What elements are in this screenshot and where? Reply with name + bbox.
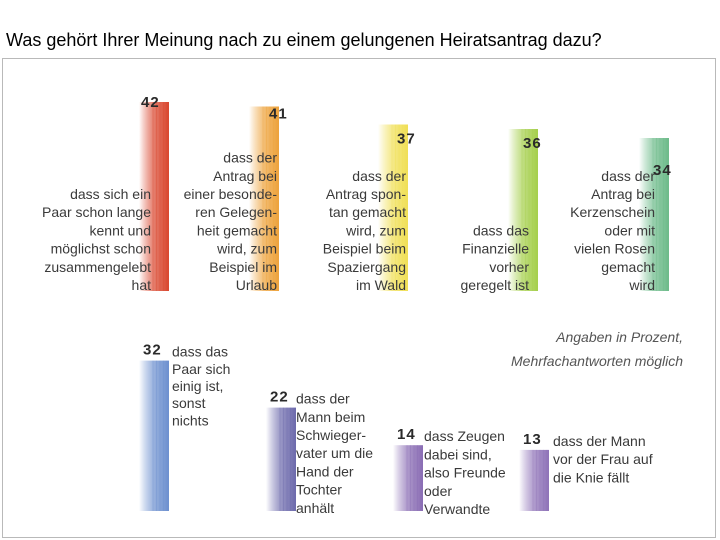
category-label-line: Verwandte — [424, 501, 490, 517]
value-label-6: 22 — [270, 389, 289, 406]
category-label-line: geregelt ist — [461, 277, 530, 293]
category-label-line: vielen Rosen — [574, 241, 655, 257]
value-label-2: 37 — [397, 131, 416, 148]
chart-title: Was gehört Ihrer Meinung nach zu einem g… — [6, 30, 602, 50]
value-label-5: 32 — [143, 342, 162, 359]
category-label-line: einig ist, — [172, 378, 223, 394]
value-label-3: 36 — [523, 135, 542, 152]
category-label-6: dass der Mann beim Schwieger-vater um die H… — [296, 391, 373, 516]
category-label-line: ren Gelegen- — [195, 204, 277, 220]
category-label-line: oder mit — [604, 222, 655, 238]
value-label-4: 34 — [653, 162, 672, 179]
category-label-3: dass das Finanzielle vorher geregelt ist — [461, 222, 530, 293]
category-label-line: Paar schon lange — [42, 204, 151, 220]
chart-note-line: Angaben in Prozent, — [555, 329, 683, 345]
category-label-line: Kerzenschein — [570, 204, 655, 220]
category-label-line: also Freunde — [424, 465, 506, 481]
category-label-line: Finanzielle — [462, 241, 529, 257]
category-label-line: dass der — [352, 168, 406, 184]
value-label-8: 13 — [523, 431, 542, 448]
category-label-line: anhält — [296, 500, 334, 516]
category-label-line: Antrag bei — [591, 186, 655, 202]
category-label-line: Mann beim — [296, 409, 365, 425]
chart-note-line: Mehrfachantworten möglich — [511, 353, 683, 369]
category-label-line: Spaziergang — [327, 259, 406, 275]
category-label-line: vorher — [489, 259, 529, 275]
category-label-line: Tochter — [296, 482, 342, 498]
bar-1 — [249, 106, 279, 291]
category-label-line: dass das — [172, 344, 228, 360]
bar-3 — [508, 129, 538, 291]
value-label-7: 14 — [397, 426, 416, 443]
category-label-line: Schwieger- — [296, 427, 366, 443]
category-label-line: die Knie fällt — [553, 469, 629, 485]
category-label-line: dass der — [601, 168, 655, 184]
category-label-line: Beispiel im — [209, 259, 277, 275]
category-label-line: tan gemacht — [329, 204, 406, 220]
category-label-0: dass sich ein Paar schon lange kennt und mö… — [42, 186, 151, 293]
labels-layer: 42 dass sich ein Paar schon lange kennt und… — [42, 94, 683, 517]
category-label-line: dass der Mann — [553, 433, 646, 449]
category-label-7: dass Zeugen dabei sind, also Freunde oder Ve… — [424, 428, 506, 517]
bars-layer — [139, 102, 669, 511]
category-label-line: wird, zum — [216, 241, 277, 257]
category-label-line: möglichst schon — [51, 241, 151, 257]
category-label-line: kennt und — [90, 222, 152, 238]
bar-6 — [266, 407, 296, 511]
bar-5 — [139, 360, 169, 511]
bar-8 — [519, 449, 549, 511]
category-label-line: gemacht — [601, 259, 655, 275]
bar-2 — [378, 124, 408, 291]
value-label-0: 42 — [141, 94, 160, 111]
category-label-line: vor der Frau auf — [553, 451, 653, 467]
bar-0 — [139, 102, 169, 291]
chart-panel: 42 dass sich ein Paar schon lange kennt und… — [2, 58, 716, 538]
value-label-1: 41 — [269, 106, 288, 123]
category-label-line: Hand der — [296, 463, 354, 479]
category-label-line: dass der — [296, 391, 350, 407]
category-label-8: dass der Mann vor der Frau auf die Knie fä… — [553, 433, 653, 485]
category-label-line: dass der — [223, 150, 277, 166]
category-label-line: wird, zum — [345, 222, 406, 238]
category-label-line: Paar sich — [172, 361, 230, 377]
category-label-line: Antrag bei — [213, 168, 277, 184]
category-label-line: dass Zeugen — [424, 428, 505, 444]
category-label-line: sonst — [172, 395, 206, 411]
category-label-line: Antrag spon- — [326, 186, 406, 202]
category-label-line: vater um die — [296, 445, 373, 461]
category-label-line: oder — [424, 483, 452, 499]
category-label-line: wird — [628, 277, 655, 293]
category-label-line: zusammengelebt — [44, 259, 151, 275]
category-label-line: nichts — [172, 412, 209, 428]
bar-7 — [393, 445, 423, 511]
bar-chart: 42 dass sich ein Paar schon lange kennt und… — [42, 94, 683, 517]
category-label-2: dass der Antrag spon-tan gemacht wird, zum… — [323, 168, 407, 293]
category-label-5: dass das Paar sich einig ist, sonst nichts — [172, 344, 230, 429]
category-label-line: heit gemacht — [197, 222, 277, 238]
category-label-line: einer besonde- — [184, 186, 278, 202]
category-label-line: Beispiel beim — [323, 241, 406, 257]
category-label-1: dass der Antrag bei einer besonde-ren Gele… — [184, 150, 278, 293]
category-label-line: dabei sind, — [424, 446, 492, 462]
bar-4 — [639, 138, 669, 291]
category-label-line: im Wald — [356, 277, 406, 293]
category-label-line: hat — [132, 277, 152, 293]
category-label-line: dass sich ein — [70, 186, 151, 202]
category-label-line: Urlaub — [236, 277, 277, 293]
category-label-line: dass das — [473, 222, 529, 238]
category-label-4: dass der Antrag bei Kerzenschein oder mit vi… — [570, 168, 655, 293]
